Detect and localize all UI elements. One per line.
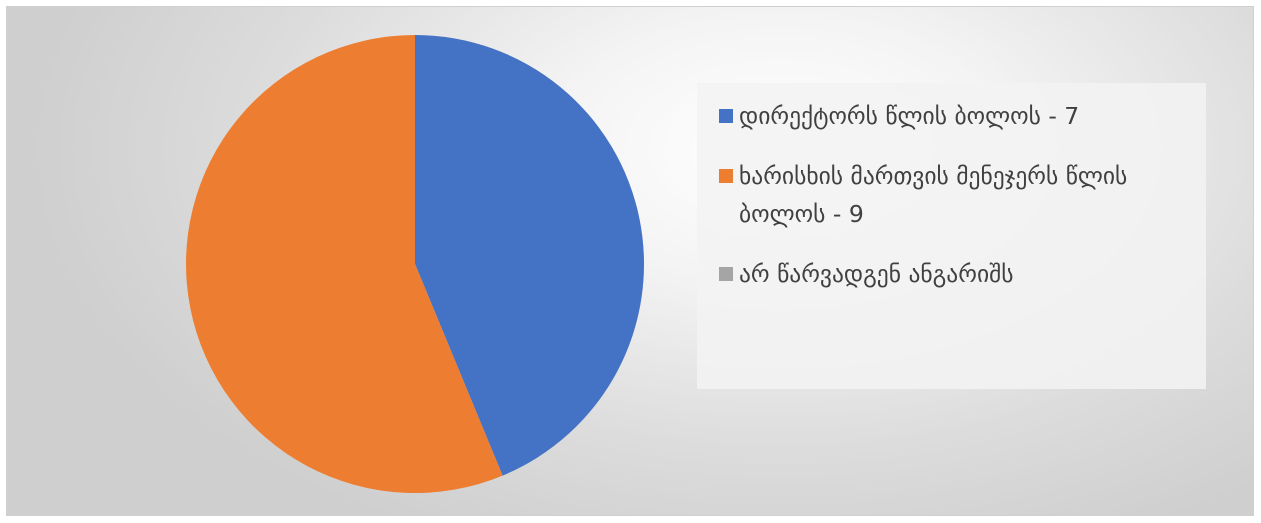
legend-item-no-report: არ წარვადგენ ანგარიშს [719, 255, 1196, 293]
pie-slice-director [415, 35, 645, 476]
pie-slice-quality-manager [186, 35, 503, 493]
legend-label-director: დირექტორს წლის ბოლოს - 7 [739, 102, 1080, 130]
legend-item-quality-manager: ხარისხის მართვის მენეჯერს წლის ბოლოს - 9 [719, 157, 1196, 233]
legend-item-director: დირექტორს წლის ბოლოს - 7 [719, 97, 1196, 135]
legend-label-no-report: არ წარვადგენ ანგარიშს [739, 260, 1014, 288]
legend-label-quality-manager: ხარისხის მართვის მენეჯერს წლის ბოლოს - 9 [739, 162, 1128, 228]
legend: დირექტორს წლის ბოლოს - 7 ხარისხის მართვი… [697, 83, 1206, 389]
legend-swatch-no-report [719, 267, 733, 281]
pie-chart [186, 35, 645, 493]
chart-area: დირექტორს წლის ბოლოს - 7 ხარისხის მართვი… [6, 6, 1254, 516]
legend-swatch-director [719, 109, 733, 123]
legend-swatch-quality-manager [719, 169, 733, 183]
